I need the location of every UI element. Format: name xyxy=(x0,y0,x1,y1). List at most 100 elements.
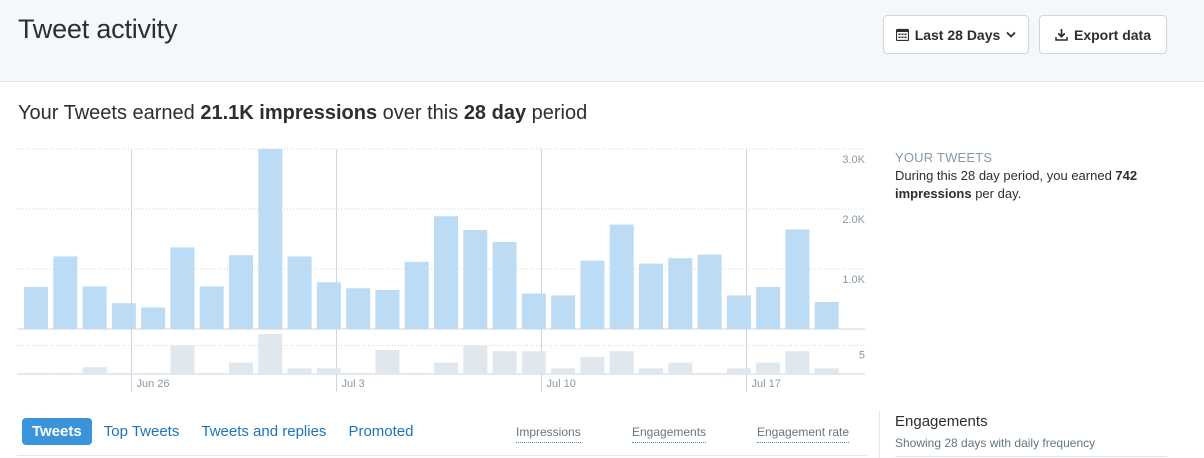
tab-top-tweets[interactable]: Top Tweets xyxy=(103,423,180,440)
x-tick-label: Jul 3 xyxy=(342,378,365,390)
impressions-bar xyxy=(229,255,253,329)
date-range-dropdown[interactable]: Last 28 Days xyxy=(883,15,1029,54)
impressions-bar xyxy=(609,224,634,329)
calendar-icon xyxy=(895,28,909,41)
x-tick-label: Jun 26 xyxy=(137,378,170,390)
impressions-bar xyxy=(580,260,605,329)
summary-impressions: 21.1K impressions xyxy=(200,102,378,124)
export-data-button[interactable]: Export data xyxy=(1039,15,1167,54)
impressions-bar xyxy=(141,307,166,329)
impressions-bar xyxy=(258,149,283,329)
impressions-bar xyxy=(551,295,576,329)
impressions-bar xyxy=(170,247,195,329)
engagements-bar xyxy=(141,372,166,374)
impressions-bar xyxy=(668,258,693,329)
impressions-bar xyxy=(82,286,107,329)
engagements-bar xyxy=(316,368,341,374)
export-data-label: Export data xyxy=(1073,26,1151,43)
page-title: Tweet activity xyxy=(18,14,178,44)
engagements-bar xyxy=(521,351,546,374)
engagements-bar xyxy=(229,362,253,374)
tabs-divider xyxy=(17,455,867,456)
engagements-bar xyxy=(375,350,400,374)
impressions-bar xyxy=(434,216,458,329)
column-impressions[interactable]: Impressions xyxy=(516,425,581,443)
engagements-bar xyxy=(463,345,488,374)
impressions-chart: Jun 26 Jul 3 Jul 10 Jul 17 1.0K 2.0K 3.0K 5 xyxy=(17,144,867,394)
impressions-bar xyxy=(756,287,781,329)
impressions-bar xyxy=(521,293,546,329)
summary-prefix: Your Tweets earned xyxy=(18,102,201,124)
date-range-label: Last 28 Days xyxy=(914,26,1001,43)
engagements-bar xyxy=(756,362,781,374)
summary-period: 28 day xyxy=(463,102,527,124)
engagement-tick-label: 5 xyxy=(859,349,865,361)
engagements-bar xyxy=(434,362,458,374)
engagements-bar xyxy=(697,372,722,374)
engagements-bar xyxy=(170,345,195,374)
engagements-bar xyxy=(785,351,810,374)
your-tweets-text: During this 28 day period, you earned 74… xyxy=(895,167,1195,203)
tab-promoted[interactable]: Promoted xyxy=(348,423,414,440)
side-text-suffix: per day. xyxy=(971,186,1022,201)
impressions-bar xyxy=(111,303,136,329)
impressions-bar xyxy=(24,287,48,329)
impressions-bar xyxy=(346,288,371,329)
engagements-bar xyxy=(53,372,78,374)
impressions-bar xyxy=(199,286,224,329)
engagements-bar xyxy=(287,368,312,374)
impressions-bar xyxy=(404,261,429,329)
chevron-down-icon xyxy=(1006,31,1016,38)
engagements-bar xyxy=(668,362,693,374)
download-icon xyxy=(1055,28,1068,41)
your-tweets-title: YOUR TWEETS xyxy=(895,150,993,165)
impressions-bar xyxy=(53,256,78,329)
page-header: Tweet activity Last 28 Days Export data xyxy=(0,0,1204,82)
engagements-bar xyxy=(580,356,605,374)
panel-divider xyxy=(879,410,880,458)
y-tick-label: 1.0K xyxy=(842,274,865,286)
engagements-bar xyxy=(726,368,751,374)
impressions-bar xyxy=(375,290,400,329)
impressions-bar xyxy=(287,256,312,329)
per-day-value: 742 xyxy=(1115,168,1138,183)
summary-middle: over this xyxy=(377,102,464,124)
x-tick-label: Jul 17 xyxy=(752,378,781,390)
impressions-bar xyxy=(785,229,810,329)
tab-tweets-and-replies[interactable]: Tweets and replies xyxy=(201,423,327,440)
engagements-bar xyxy=(492,351,517,374)
impressions-bar xyxy=(316,282,341,329)
engagements-bar xyxy=(258,334,283,374)
chart-svg: Jun 26 Jul 3 Jul 10 Jul 17 1.0K 2.0K 3.0K 5 xyxy=(17,148,866,392)
engagements-divider xyxy=(895,456,1167,457)
x-tick-label: Jul 10 xyxy=(547,378,576,390)
y-tick-label: 3.0K xyxy=(842,154,865,166)
engagements-bar xyxy=(404,372,429,374)
summary-suffix: period xyxy=(526,102,588,124)
engagements-bar xyxy=(346,372,371,374)
engagements-title: Engagements xyxy=(895,413,988,430)
engagements-bar xyxy=(24,372,48,374)
impressions-summary: Your Tweets earned 21.1K impressions ove… xyxy=(18,102,587,125)
engagements-subtitle: Showing 28 days with daily frequency xyxy=(895,436,1096,450)
impressions-bar xyxy=(726,295,751,329)
engagements-bar xyxy=(551,368,576,374)
engagements-bar xyxy=(82,367,107,374)
impressions-bar xyxy=(463,230,488,329)
engagements-bar xyxy=(639,368,663,374)
side-text-prefix: During this 28 day period, you earned xyxy=(895,168,1116,183)
side-text-bold: impressions xyxy=(895,186,972,201)
impressions-bar xyxy=(697,254,722,329)
your-tweets-panel: YOUR TWEETS During this 28 day period, y… xyxy=(895,150,1195,203)
column-engagement-rate[interactable]: Engagement rate xyxy=(757,425,850,443)
column-engagements[interactable]: Engagements xyxy=(632,425,707,443)
tweet-tabs: Tweets Top Tweets Tweets and replies Pro… xyxy=(22,418,425,445)
impressions-bar xyxy=(639,263,663,329)
engagements-bar xyxy=(111,372,136,374)
engagements-bar xyxy=(814,368,839,374)
engagements-bar xyxy=(609,351,634,374)
engagements-bar xyxy=(199,372,224,374)
tab-tweets[interactable]: Tweets xyxy=(22,418,92,445)
y-tick-label: 2.0K xyxy=(842,214,865,226)
impressions-bar xyxy=(814,302,839,329)
